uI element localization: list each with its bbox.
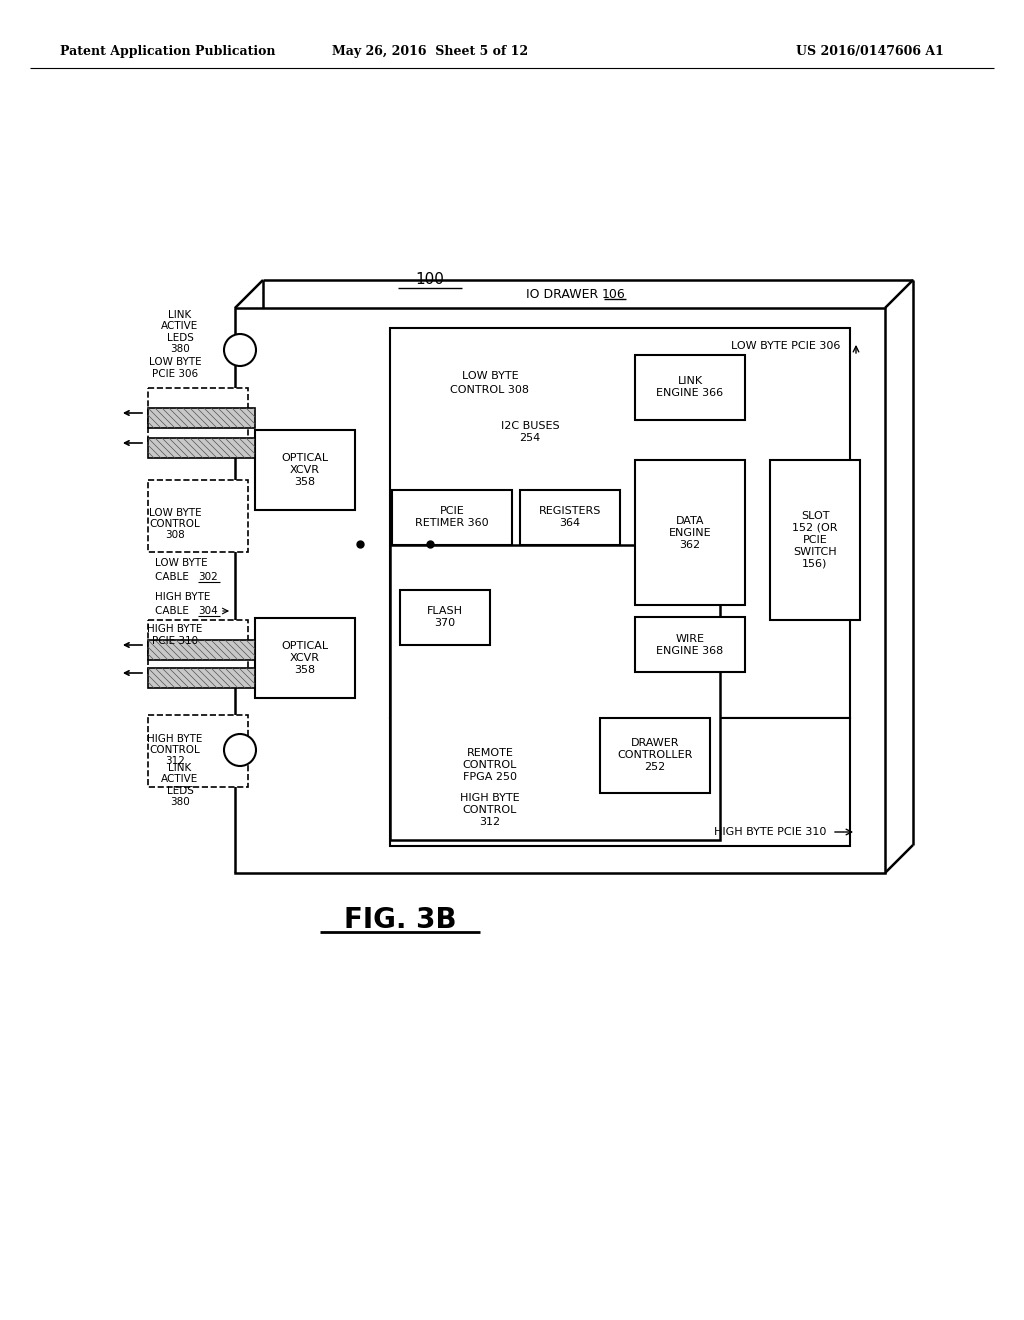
Text: CONTROL: CONTROL bbox=[150, 744, 201, 755]
Text: XCVR: XCVR bbox=[290, 465, 319, 475]
Text: FLASH: FLASH bbox=[427, 606, 463, 616]
Text: ACTIVE: ACTIVE bbox=[162, 321, 199, 331]
Text: XCVR: XCVR bbox=[290, 653, 319, 663]
Text: LINK: LINK bbox=[168, 310, 191, 321]
Text: 156): 156) bbox=[803, 558, 827, 569]
Text: 312: 312 bbox=[479, 817, 501, 828]
Text: OPTICAL: OPTICAL bbox=[282, 453, 329, 463]
Text: LINK: LINK bbox=[168, 763, 191, 774]
Text: PCIE 310: PCIE 310 bbox=[152, 636, 198, 645]
Text: HIGH BYTE PCIE 310: HIGH BYTE PCIE 310 bbox=[714, 828, 826, 837]
Text: ENGINE: ENGINE bbox=[669, 528, 712, 537]
Text: IO DRAWER: IO DRAWER bbox=[526, 288, 602, 301]
Text: 304: 304 bbox=[198, 606, 218, 616]
Text: OPTICAL: OPTICAL bbox=[282, 642, 329, 651]
Text: LOW BYTE: LOW BYTE bbox=[148, 358, 202, 367]
Text: REGISTERS: REGISTERS bbox=[539, 507, 601, 516]
Text: ENGINE 368: ENGINE 368 bbox=[656, 645, 724, 656]
Text: CABLE: CABLE bbox=[155, 572, 193, 582]
Bar bbox=[148, 620, 248, 675]
Bar bbox=[392, 490, 512, 545]
Bar bbox=[635, 459, 745, 605]
Bar bbox=[148, 388, 248, 444]
Text: PCIE: PCIE bbox=[439, 507, 464, 516]
Text: 302: 302 bbox=[198, 572, 218, 582]
Text: 370: 370 bbox=[434, 619, 456, 628]
Bar bbox=[390, 327, 850, 718]
Bar bbox=[148, 640, 255, 660]
Text: I2C BUSES: I2C BUSES bbox=[501, 421, 559, 432]
Text: 106: 106 bbox=[602, 288, 626, 301]
Text: LOW BYTE: LOW BYTE bbox=[462, 371, 518, 381]
Bar bbox=[255, 618, 355, 698]
Text: CABLE: CABLE bbox=[155, 606, 193, 616]
Bar bbox=[148, 480, 248, 552]
Text: CONTROL 308: CONTROL 308 bbox=[451, 385, 529, 395]
Text: HIGH BYTE: HIGH BYTE bbox=[155, 591, 210, 602]
Text: RETIMER 360: RETIMER 360 bbox=[415, 519, 488, 528]
Bar bbox=[255, 430, 355, 510]
Bar bbox=[635, 355, 745, 420]
Text: HIGH BYTE: HIGH BYTE bbox=[147, 734, 203, 743]
Bar bbox=[600, 718, 710, 793]
Text: US 2016/0147606 A1: US 2016/0147606 A1 bbox=[796, 45, 944, 58]
Text: 380: 380 bbox=[170, 797, 189, 807]
Bar bbox=[390, 545, 720, 840]
Text: HIGH BYTE: HIGH BYTE bbox=[460, 793, 520, 803]
Bar bbox=[148, 668, 255, 688]
Bar bbox=[520, 490, 620, 545]
Text: 358: 358 bbox=[295, 665, 315, 675]
Text: 152 (OR: 152 (OR bbox=[793, 523, 838, 533]
Text: May 26, 2016  Sheet 5 of 12: May 26, 2016 Sheet 5 of 12 bbox=[332, 45, 528, 58]
Bar bbox=[635, 616, 745, 672]
Bar bbox=[148, 408, 255, 428]
Text: DATA: DATA bbox=[676, 516, 705, 525]
Text: HIGH BYTE: HIGH BYTE bbox=[147, 624, 203, 635]
Text: LINK: LINK bbox=[678, 376, 702, 387]
Text: 362: 362 bbox=[680, 540, 700, 549]
Text: Patent Application Publication: Patent Application Publication bbox=[60, 45, 275, 58]
Text: SWITCH: SWITCH bbox=[794, 546, 837, 557]
Circle shape bbox=[224, 334, 256, 366]
Bar bbox=[400, 590, 490, 645]
Text: 380: 380 bbox=[170, 345, 189, 354]
Text: 252: 252 bbox=[644, 763, 666, 772]
Text: CONTROL: CONTROL bbox=[463, 760, 517, 770]
Text: 364: 364 bbox=[559, 519, 581, 528]
Bar bbox=[390, 718, 850, 846]
Text: DRAWER: DRAWER bbox=[631, 738, 679, 748]
Text: 308: 308 bbox=[165, 531, 185, 540]
Text: LEDS: LEDS bbox=[167, 785, 194, 796]
Text: WIRE: WIRE bbox=[676, 634, 705, 644]
Text: FIG. 3B: FIG. 3B bbox=[344, 906, 457, 935]
Text: 312: 312 bbox=[165, 756, 185, 766]
Text: 100: 100 bbox=[416, 272, 444, 288]
Text: SLOT: SLOT bbox=[801, 511, 829, 521]
Text: LEDS: LEDS bbox=[167, 333, 194, 343]
Text: PCIE: PCIE bbox=[803, 535, 827, 545]
Text: ACTIVE: ACTIVE bbox=[162, 775, 199, 784]
Bar bbox=[770, 459, 860, 620]
Text: CONTROLLER: CONTROLLER bbox=[617, 751, 692, 760]
Text: PCIE 306: PCIE 306 bbox=[152, 368, 198, 379]
Text: LOW BYTE PCIE 306: LOW BYTE PCIE 306 bbox=[731, 341, 840, 351]
Bar bbox=[234, 308, 885, 873]
Text: CONTROL: CONTROL bbox=[150, 519, 201, 529]
Bar bbox=[148, 715, 248, 787]
Bar bbox=[148, 438, 255, 458]
Circle shape bbox=[224, 734, 256, 766]
Text: ENGINE 366: ENGINE 366 bbox=[656, 388, 724, 399]
Text: REMOTE: REMOTE bbox=[467, 748, 513, 758]
Text: LOW BYTE: LOW BYTE bbox=[148, 508, 202, 517]
Text: 358: 358 bbox=[295, 477, 315, 487]
Text: FPGA 250: FPGA 250 bbox=[463, 772, 517, 781]
Text: 254: 254 bbox=[519, 433, 541, 444]
Text: LOW BYTE: LOW BYTE bbox=[155, 558, 208, 568]
Text: CONTROL: CONTROL bbox=[463, 805, 517, 814]
